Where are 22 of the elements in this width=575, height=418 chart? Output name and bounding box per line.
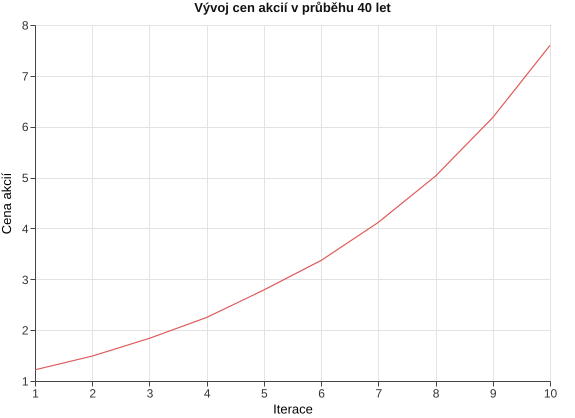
- x-tick-label: 3: [146, 386, 154, 400]
- line-series: [34, 44, 551, 370]
- y-tick-label: 8: [22, 18, 29, 32]
- x-tick-label: 9: [490, 386, 497, 400]
- y-tick-label: 2: [22, 324, 29, 338]
- y-tick-label: 4: [22, 222, 29, 236]
- x-tick-label: 10: [544, 386, 558, 400]
- x-tick-label: 1: [32, 386, 40, 400]
- chart-title: Vývoj cen akcií v průběhu 40 let: [194, 0, 392, 15]
- x-axis-title: Iterace: [273, 402, 313, 416]
- y-tick-label: 3: [22, 272, 29, 287]
- x-tick-label: 7: [375, 386, 382, 400]
- y-tick-label: 1: [22, 374, 29, 388]
- x-tick-label: 5: [261, 386, 268, 400]
- y-tick-label: 5: [22, 171, 29, 186]
- x-tick-label: 6: [318, 386, 326, 400]
- x-tick-label: 4: [204, 386, 211, 400]
- y-tick-label: 7: [22, 69, 29, 84]
- x-tick-label: 2: [89, 386, 96, 400]
- y-axis-title: Cena akcií: [0, 172, 14, 234]
- x-tick-label: 8: [432, 386, 440, 400]
- y-tick-label: 6: [22, 120, 29, 134]
